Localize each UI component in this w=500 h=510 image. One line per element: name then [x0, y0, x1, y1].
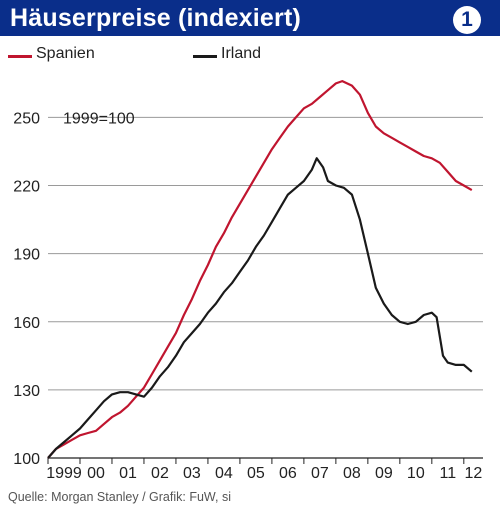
x-tick-label-10: 10 [407, 465, 425, 482]
source-note: Quelle: Morgan Stanley / Grafik: FuW, si [8, 490, 231, 504]
index-base-annotation: 1999=100 [63, 110, 135, 127]
chart-number-badge: 1 [453, 6, 481, 34]
x-tick-label-07: 07 [311, 465, 329, 482]
x-tick-label-02: 02 [151, 465, 169, 482]
x-tick-label-09: 09 [375, 465, 393, 482]
series-line-irland [47, 157, 473, 459]
x-tick-label-00: 00 [87, 465, 105, 482]
chart-title: Häuserpreise (indexiert) [10, 4, 302, 32]
y-tick-label-220: 220 [13, 179, 40, 196]
x-tick-label-12: 12 [465, 465, 483, 482]
legend-label-spanien: Spanien [36, 45, 95, 62]
legend-swatch-irland [193, 55, 217, 58]
y-tick-label-100: 100 [13, 451, 40, 468]
x-tick-label-04: 04 [215, 465, 233, 482]
y-tick-label-250: 250 [13, 110, 40, 127]
x-tick-label-06: 06 [279, 465, 297, 482]
x-tick-label-08: 08 [343, 465, 361, 482]
y-tick-label-160: 160 [13, 315, 40, 332]
x-tick-label-11: 11 [440, 465, 457, 482]
legend-swatch-spanien [8, 55, 32, 58]
series-line-spanien [47, 80, 473, 459]
y-tick-label-130: 130 [13, 383, 40, 400]
legend-label-irland: Irland [221, 45, 262, 62]
x-tick-label-03: 03 [183, 465, 201, 482]
x-tick-label-05: 05 [247, 465, 265, 482]
x-tick-label-01: 01 [119, 465, 137, 482]
chart-header: Häuserpreise (indexiert) 1 [0, 0, 500, 36]
y-tick-label-190: 190 [13, 247, 40, 264]
x-tick-label-1999: 1999 [46, 465, 82, 482]
